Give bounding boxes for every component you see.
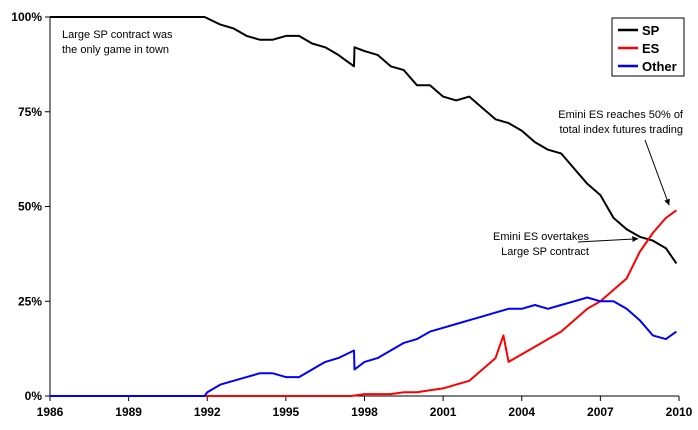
y-tick-label: 100% [11, 10, 42, 24]
legend-label-es: ES [642, 41, 660, 56]
annotation-es-overtakes-line2: Large SP contract [501, 246, 589, 258]
annotation-sp-only-line1: Large SP contract was [62, 29, 173, 41]
x-tick-label: 1995 [273, 405, 300, 419]
annotation-arrow-es-50 [644, 139, 670, 206]
series-lines [50, 16, 678, 397]
annotation-arrow-es-overtakes [577, 236, 639, 243]
y-tick-label: 25% [18, 294, 42, 308]
legend-label-other: Other [642, 59, 677, 74]
x-tick-label: 2001 [430, 405, 457, 419]
x-tick-label: 2007 [587, 405, 614, 419]
annotation-es-overtakes-line1: Emini ES overtakes [493, 231, 589, 243]
legend: SP ES Other [611, 17, 685, 77]
x-tick-label: 2004 [508, 405, 535, 419]
y-tick-label: 50% [18, 200, 42, 214]
series-line-other [50, 296, 677, 397]
annotation-es-50-line2: total index futures trading [559, 124, 683, 136]
x-tick-label: 2010 [666, 405, 693, 419]
x-tick-label: 1992 [194, 405, 221, 419]
x-tick-label: 1998 [351, 405, 378, 419]
series-line-sp [50, 16, 678, 264]
x-tick-label: 1986 [37, 405, 64, 419]
y-tick-label: 0% [25, 389, 43, 403]
annotation-sp-only-line2: the only game in town [62, 44, 169, 56]
y-tick-label: 75% [18, 105, 42, 119]
axes: 0% 25% 50% 75% 100% 1986 1989 1992 1995 1998 2001 2… [11, 10, 692, 419]
series-line-es [50, 209, 677, 397]
legend-label-sp: SP [642, 23, 660, 38]
x-tick-label: 1989 [115, 405, 142, 419]
annotation-arrows [577, 139, 670, 243]
annotation-es-50-line1: Emini ES reaches 50% of [558, 109, 684, 121]
